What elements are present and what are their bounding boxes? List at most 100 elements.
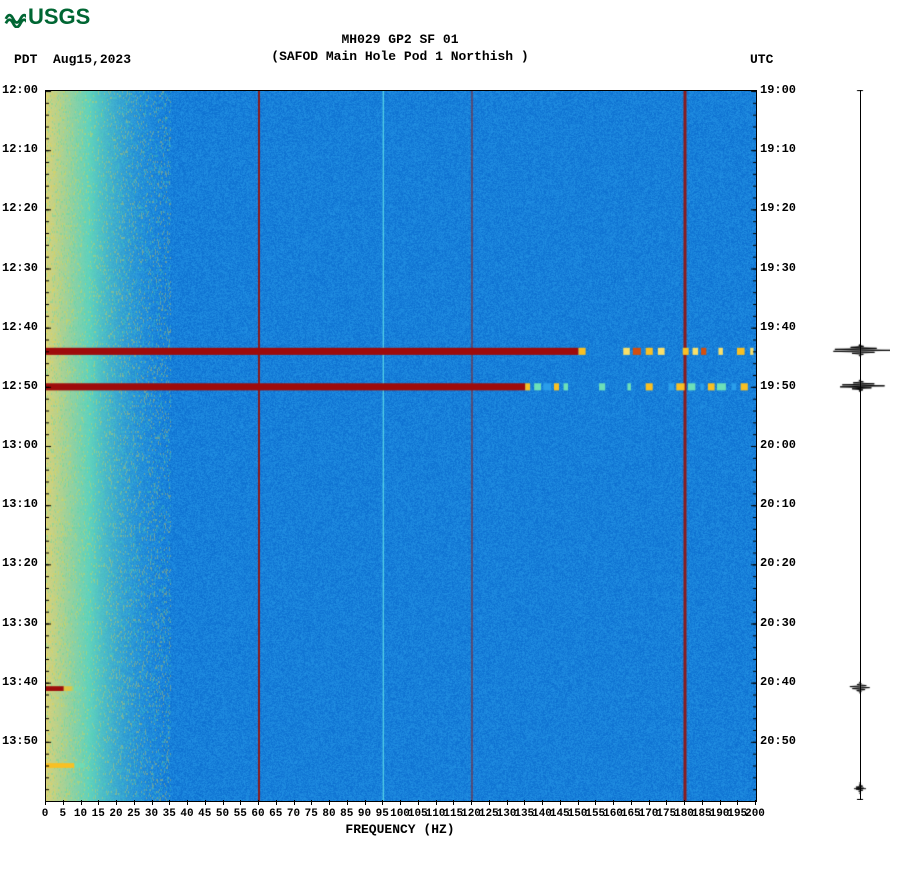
left-tick-label: 12:30	[2, 261, 38, 275]
x-tick-label: 70	[287, 808, 300, 820]
x-tick-mark	[311, 800, 312, 805]
title-line-1: MH029 GP2 SF 01	[0, 32, 800, 49]
x-tick-mark	[134, 800, 135, 805]
x-tick-mark	[347, 800, 348, 805]
left-tick-label: 12:50	[2, 379, 38, 393]
right-tick-label: 20:50	[760, 734, 796, 748]
x-tick-mark	[329, 800, 330, 805]
left-tick-label: 13:00	[2, 438, 38, 452]
left-tick-label: 13:10	[2, 497, 38, 511]
x-tick-mark	[152, 800, 153, 805]
x-tick-mark	[560, 800, 561, 805]
left-time-axis: 12:0012:1012:2012:3012:4012:5013:0013:10…	[2, 90, 44, 800]
x-tick-label: 55	[234, 808, 247, 820]
right-tick-label: 19:20	[760, 201, 796, 215]
left-tick-label: 13:50	[2, 734, 38, 748]
x-tick-mark	[737, 800, 738, 805]
x-tick-label: 80	[322, 808, 335, 820]
x-tick-mark	[98, 800, 99, 805]
x-tick-mark	[258, 800, 259, 805]
left-timezone-label: PDT Aug15,2023	[14, 52, 131, 67]
x-tick-label: 0	[42, 808, 49, 820]
x-tick-mark	[382, 800, 383, 805]
x-tick-mark	[684, 800, 685, 805]
frequency-axis-ticks: 0510152025303540455055606570758085909510…	[45, 800, 755, 820]
x-tick-label: 65	[269, 808, 282, 820]
frequency-axis-label: FREQUENCY (HZ)	[45, 822, 755, 837]
x-tick-mark	[63, 800, 64, 805]
left-tick-label: 13:30	[2, 616, 38, 630]
tz-pdt: PDT	[14, 52, 37, 67]
usgs-logo: USGS	[4, 4, 90, 30]
x-tick-mark	[187, 800, 188, 805]
x-tick-mark	[471, 800, 472, 805]
x-tick-mark	[276, 800, 277, 805]
left-tick-label: 12:40	[2, 320, 38, 334]
x-tick-mark	[649, 800, 650, 805]
x-tick-label: 95	[376, 808, 389, 820]
left-tick-label: 13:40	[2, 675, 38, 689]
waveform-canvas	[830, 90, 890, 800]
right-tick-label: 19:00	[760, 83, 796, 97]
right-tick-label: 19:30	[760, 261, 796, 275]
x-tick-mark	[418, 800, 419, 805]
left-tick-label: 12:20	[2, 201, 38, 215]
spectrogram-plot	[45, 90, 757, 802]
right-timezone-label: UTC	[750, 52, 773, 67]
x-tick-label: 30	[145, 808, 158, 820]
x-tick-mark	[169, 800, 170, 805]
x-tick-mark	[524, 800, 525, 805]
right-tick-label: 19:10	[760, 142, 796, 156]
right-tick-label: 19:40	[760, 320, 796, 334]
x-tick-label: 60	[251, 808, 264, 820]
x-tick-label: 15	[92, 808, 105, 820]
x-tick-mark	[400, 800, 401, 805]
x-tick-mark	[81, 800, 82, 805]
x-tick-mark	[613, 800, 614, 805]
x-tick-label: 10	[74, 808, 87, 820]
x-tick-mark	[223, 800, 224, 805]
x-tick-label: 50	[216, 808, 229, 820]
left-tick-label: 12:10	[2, 142, 38, 156]
x-tick-mark	[542, 800, 543, 805]
x-tick-mark	[666, 800, 667, 805]
x-tick-label: 20	[109, 808, 122, 820]
x-tick-mark	[489, 800, 490, 805]
waveform-panel	[830, 90, 890, 800]
logo-text: USGS	[28, 4, 90, 30]
right-time-axis: 19:0019:1019:2019:3019:4019:5020:0020:10…	[760, 90, 802, 800]
x-tick-mark	[755, 800, 756, 805]
x-tick-mark	[205, 800, 206, 805]
left-tick-label: 13:20	[2, 556, 38, 570]
right-tick-label: 20:20	[760, 556, 796, 570]
x-tick-mark	[116, 800, 117, 805]
x-tick-mark	[436, 800, 437, 805]
x-tick-label: 35	[163, 808, 176, 820]
x-tick-mark	[702, 800, 703, 805]
x-tick-label: 25	[127, 808, 140, 820]
x-tick-label: 90	[358, 808, 371, 820]
x-tick-label: 45	[198, 808, 211, 820]
x-tick-mark	[365, 800, 366, 805]
right-tick-label: 20:10	[760, 497, 796, 511]
right-tick-label: 20:30	[760, 616, 796, 630]
date-label: Aug15,2023	[53, 52, 131, 67]
x-tick-label: 40	[180, 808, 193, 820]
right-tick-label: 20:00	[760, 438, 796, 452]
x-tick-mark	[45, 800, 46, 805]
x-tick-mark	[578, 800, 579, 805]
x-tick-mark	[507, 800, 508, 805]
x-tick-mark	[453, 800, 454, 805]
x-tick-mark	[631, 800, 632, 805]
x-tick-label: 200	[745, 808, 765, 820]
x-tick-label: 85	[340, 808, 353, 820]
left-tick-label: 12:00	[2, 83, 38, 97]
x-tick-label: 5	[59, 808, 66, 820]
wave-icon	[4, 6, 26, 28]
x-tick-label: 75	[305, 808, 318, 820]
x-tick-mark	[720, 800, 721, 805]
x-tick-mark	[294, 800, 295, 805]
x-tick-mark	[240, 800, 241, 805]
spectrogram-canvas	[46, 91, 756, 801]
right-tick-label: 20:40	[760, 675, 796, 689]
